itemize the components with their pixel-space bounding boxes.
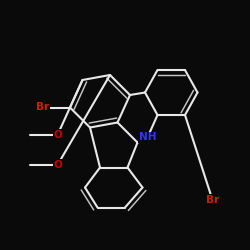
Text: NH: NH [139,132,156,142]
Text: Br: Br [206,195,219,205]
Text: O: O [53,160,62,170]
Text: Br: Br [36,102,49,113]
Text: O: O [53,130,62,140]
